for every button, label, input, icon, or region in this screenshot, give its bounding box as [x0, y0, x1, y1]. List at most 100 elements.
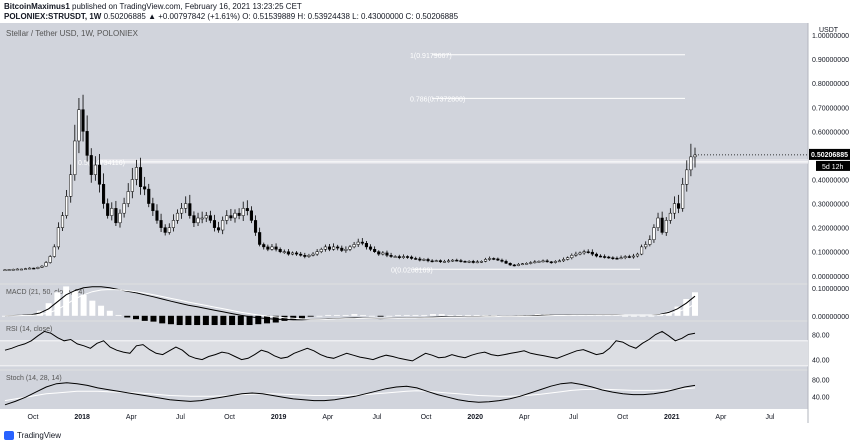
macd-histogram-bar: [211, 315, 218, 326]
candle: [566, 257, 570, 260]
candle: [122, 203, 126, 214]
x-tick-label: Apr: [322, 414, 334, 421]
rsi-line: [4, 330, 696, 362]
candle: [3, 269, 7, 272]
candle: [463, 261, 467, 263]
candle: [311, 253, 315, 256]
candle: [262, 244, 266, 248]
candle: [81, 109, 85, 132]
candle: [578, 252, 582, 255]
candle: [529, 262, 533, 264]
macd-histogram-bar: [421, 314, 428, 316]
macd-histogram-bar: [246, 315, 253, 326]
macd-histogram-bar: [648, 315, 655, 317]
candle: [652, 227, 656, 240]
candle: [286, 251, 290, 255]
candle: [65, 196, 69, 216]
fib-label: 0(0.0268169): [391, 267, 433, 274]
candle: [533, 261, 537, 264]
candle: [389, 255, 393, 257]
candle: [327, 246, 332, 250]
candle: [155, 210, 159, 221]
y-tick-label: 0.70000000: [812, 105, 849, 112]
candle: [455, 259, 459, 262]
candle: [672, 203, 677, 214]
candle: [664, 220, 668, 233]
candle: [282, 251, 286, 253]
macd-histogram-bar: [202, 315, 209, 326]
candle: [644, 244, 648, 248]
candle: [249, 210, 253, 221]
candle: [492, 258, 496, 260]
macd-histogram-bar: [106, 310, 113, 316]
candle: [56, 227, 60, 248]
candle: [134, 167, 138, 180]
y-tick-label: 0.60000000: [812, 129, 849, 136]
panel-bg-1: [0, 285, 808, 320]
candle: [430, 260, 434, 263]
macd-histogram-bar: [176, 315, 183, 326]
candle: [537, 261, 541, 263]
candle: [258, 232, 262, 245]
candle: [590, 251, 594, 255]
rsi-y-tick: 80.00: [812, 333, 830, 340]
candle: [274, 246, 278, 250]
symbol-name: POLONIEX:STRUSDT, 1W: [4, 12, 102, 21]
chart-canvas[interactable]: 1.00000000 0.90000000 0.80000000 0.70000000…: [0, 23, 850, 423]
macd-histogram-bar: [194, 315, 201, 326]
macd-histogram-bar: [80, 294, 87, 316]
candle: [607, 256, 611, 259]
candle: [520, 263, 525, 265]
candle: [192, 215, 196, 224]
x-tick-label: Apr: [519, 414, 531, 421]
candle: [40, 265, 44, 268]
candle: [447, 260, 451, 263]
macd-histogram-bar: [412, 314, 419, 316]
panel-bg-0: [0, 23, 808, 283]
candle: [48, 256, 52, 263]
candle: [110, 208, 114, 216]
candle: [163, 227, 167, 233]
x-tick-label: Jul: [372, 414, 381, 421]
candle: [352, 244, 356, 248]
candle: [60, 215, 65, 228]
candle: [15, 268, 19, 271]
macd-histogram-bar: [185, 315, 192, 326]
macd-histogram-bar: [447, 314, 454, 316]
candle: [225, 215, 229, 221]
candle: [635, 253, 640, 257]
macd-histogram-bar: [124, 315, 131, 318]
macd-histogram-bar: [115, 314, 122, 316]
candle: [360, 241, 364, 244]
macd-histogram-bar: [45, 303, 52, 316]
candle: [77, 109, 81, 142]
macd-histogram-bar: [360, 314, 367, 316]
candle: [208, 215, 212, 221]
macd-histogram-bar: [674, 306, 681, 316]
ohlc-values: 0.50206885 ▲ +0.00797842 (+1.61%) O: 0.5…: [103, 12, 459, 21]
author-name[interactable]: BitcoinMaximus1: [4, 2, 70, 11]
candle: [397, 256, 401, 258]
candle: [377, 251, 381, 255]
candle: [623, 256, 627, 258]
rsi-title: RSI (14, close): [6, 326, 52, 333]
macd-histogram-bar: [342, 314, 349, 316]
candle: [525, 263, 529, 265]
candle: [668, 212, 672, 221]
macd-histogram-bar: [482, 314, 489, 316]
candle: [130, 179, 134, 192]
candle: [196, 217, 200, 224]
candle: [36, 267, 40, 269]
x-tick-label: Oct: [224, 414, 235, 421]
candle: [562, 259, 566, 262]
candle: [410, 256, 414, 259]
candle: [167, 227, 171, 233]
candle: [368, 246, 373, 250]
stoch-y-tick: 80.00: [812, 377, 830, 384]
candle: [344, 249, 348, 251]
macd-histogram-bar: [89, 300, 96, 316]
macd-histogram-bar: [630, 315, 637, 317]
macd-histogram-bar: [534, 314, 541, 316]
candle: [73, 140, 77, 175]
tradingview-brand[interactable]: TradingView: [17, 431, 62, 440]
